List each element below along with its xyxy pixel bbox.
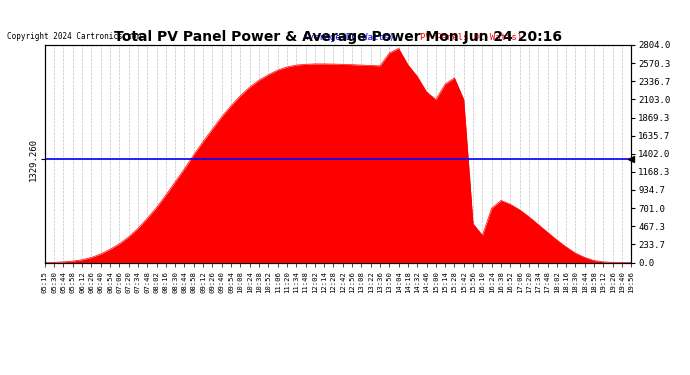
Text: PV Panels(DC Watts): PV Panels(DC Watts)	[420, 33, 522, 42]
Text: Average(DC Watts): Average(DC Watts)	[303, 33, 394, 42]
Title: Total PV Panel Power & Average Power Mon Jun 24 20:16: Total PV Panel Power & Average Power Mon…	[114, 30, 562, 44]
Text: Copyright 2024 Cartronics.com: Copyright 2024 Cartronics.com	[7, 32, 141, 41]
